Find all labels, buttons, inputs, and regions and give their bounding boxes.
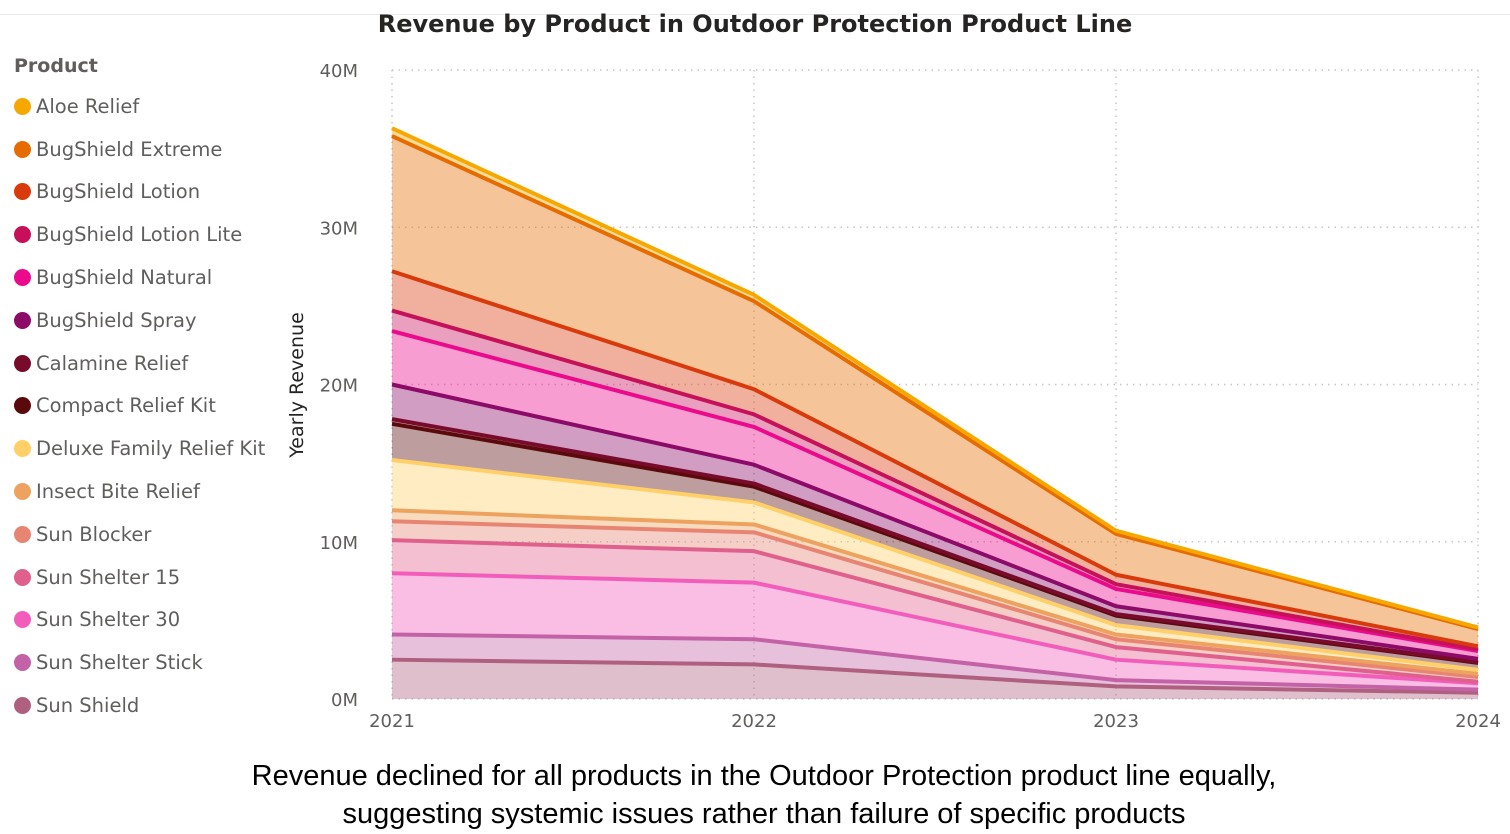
legend-marker-icon bbox=[14, 269, 31, 287]
legend-label: Deluxe Family Relief Kit bbox=[36, 437, 266, 461]
series-line bbox=[391, 382, 1479, 661]
area-series bbox=[392, 384, 1478, 663]
y-tick-label: 20M bbox=[320, 376, 358, 397]
series-line bbox=[391, 308, 1479, 652]
area-series bbox=[392, 634, 1478, 693]
legend-marker-icon bbox=[14, 654, 31, 672]
y-tick-label: 30M bbox=[320, 218, 358, 239]
y-axis-ticks: 0M 10M 20M 30M 40M bbox=[320, 61, 358, 711]
area-series bbox=[392, 423, 1478, 670]
gridlines bbox=[391, 69, 1479, 700]
series-line bbox=[391, 508, 1479, 676]
area-chart: 0M 10M 20M 30M 40M 2021 2022 2023 2024 Yearly R… bbox=[286, 61, 1501, 732]
legend-label: Sun Shelter 15 bbox=[36, 565, 181, 589]
legend-item[interactable]: Calamine Relief bbox=[14, 342, 289, 385]
legend-marker-icon bbox=[14, 611, 31, 629]
legend-item[interactable]: Sun Shelter Stick bbox=[14, 641, 289, 684]
legend-item[interactable]: BugShield Extreme bbox=[14, 128, 289, 171]
legend-label: BugShield Spray bbox=[36, 308, 197, 332]
legend-marker-icon bbox=[14, 354, 31, 372]
legend-label: BugShield Lotion Lite bbox=[36, 223, 243, 247]
y-tick-label: 40M bbox=[320, 61, 358, 82]
legend-label: Calamine Relief bbox=[36, 351, 189, 375]
legend-marker-icon bbox=[14, 226, 31, 244]
area-series bbox=[392, 573, 1478, 690]
caption: Revenue declined for all products in the… bbox=[0, 757, 1510, 833]
series-line bbox=[391, 134, 1479, 631]
x-tick-label: 2023 bbox=[1093, 711, 1139, 732]
legend-item[interactable]: Deluxe Family Relief Kit bbox=[14, 427, 289, 470]
series-line bbox=[391, 126, 1479, 630]
legend-item[interactable]: Sun Shield bbox=[14, 684, 289, 727]
series-line bbox=[391, 632, 1479, 692]
legend-item[interactable]: BugShield Lotion Lite bbox=[14, 213, 289, 256]
legend-item[interactable]: Aloe Relief bbox=[14, 85, 289, 128]
x-tick-label: 2024 bbox=[1455, 711, 1501, 732]
legend-marker-icon bbox=[14, 311, 31, 329]
legend-marker-icon bbox=[14, 483, 31, 501]
legend-item[interactable]: Compact Relief Kit bbox=[14, 385, 289, 428]
legend-label: Sun Shield bbox=[36, 694, 140, 718]
x-tick-label: 2021 bbox=[369, 711, 415, 732]
series-line bbox=[391, 538, 1479, 684]
x-axis-ticks: 2021 2022 2023 2024 bbox=[369, 711, 1501, 732]
series-lines bbox=[391, 126, 1479, 695]
area-series bbox=[392, 540, 1478, 684]
legend-label: BugShield Extreme bbox=[36, 137, 223, 161]
top-divider bbox=[0, 14, 1510, 15]
area-series bbox=[392, 331, 1478, 659]
legend-item[interactable]: Insect Bite Relief bbox=[14, 470, 289, 513]
legend-marker-icon bbox=[14, 397, 31, 415]
legend-item[interactable]: BugShield Spray bbox=[14, 299, 289, 342]
legend-marker-icon bbox=[14, 140, 31, 158]
legend-title: Product bbox=[14, 55, 98, 77]
legend-marker-icon bbox=[14, 568, 31, 586]
legend-item[interactable]: Sun Blocker bbox=[14, 513, 289, 556]
series-line bbox=[391, 417, 1479, 665]
chart-title: Revenue by Product in Outdoor Protection… bbox=[377, 10, 1133, 38]
legend-items: Aloe Relief BugShield Extreme BugShield Lo… bbox=[14, 85, 289, 727]
legend-marker-icon bbox=[14, 97, 31, 115]
legend-marker-icon bbox=[14, 440, 31, 458]
x-tick-label: 2022 bbox=[731, 711, 777, 732]
area-series bbox=[392, 459, 1478, 674]
caption-line-1: Revenue declined for all products in the… bbox=[251, 760, 1277, 792]
legend-marker-icon bbox=[14, 525, 31, 543]
legend: Product Aloe Relief BugShield Extreme BugS… bbox=[14, 55, 289, 727]
legend-label: Compact Relief Kit bbox=[36, 394, 216, 418]
area-series bbox=[392, 310, 1478, 652]
legend-label: BugShield Lotion bbox=[36, 180, 201, 204]
legend-label: Sun Shelter 30 bbox=[36, 608, 181, 632]
series-line bbox=[391, 657, 1479, 695]
legend-label: Sun Shelter Stick bbox=[36, 651, 203, 675]
series-line bbox=[391, 457, 1479, 672]
y-axis-label: Yearly Revenue bbox=[286, 312, 308, 459]
series-line bbox=[391, 519, 1479, 679]
series-line bbox=[391, 571, 1479, 686]
legend-item[interactable]: BugShield Lotion bbox=[14, 171, 289, 214]
series-line bbox=[391, 329, 1479, 654]
legend-marker-icon bbox=[14, 697, 31, 715]
y-tick-label: 0M bbox=[331, 690, 358, 711]
legend-label: BugShield Natural bbox=[36, 266, 213, 290]
legend-item[interactable]: Sun Shelter 15 bbox=[14, 556, 289, 599]
legend-label: Aloe Relief bbox=[36, 94, 140, 118]
area-series bbox=[392, 271, 1478, 650]
legend-item[interactable]: Sun Shelter 30 bbox=[14, 599, 289, 642]
series-line bbox=[391, 269, 1479, 649]
legend-item[interactable]: BugShield Natural bbox=[14, 256, 289, 299]
legend-marker-icon bbox=[14, 183, 31, 201]
area-series bbox=[392, 136, 1478, 647]
y-tick-label: 10M bbox=[320, 533, 358, 554]
legend-label: Insect Bite Relief bbox=[36, 480, 200, 504]
legend-label: Sun Blocker bbox=[36, 522, 152, 546]
caption-line-2: suggesting systemic issues rather than f… bbox=[342, 798, 1186, 830]
